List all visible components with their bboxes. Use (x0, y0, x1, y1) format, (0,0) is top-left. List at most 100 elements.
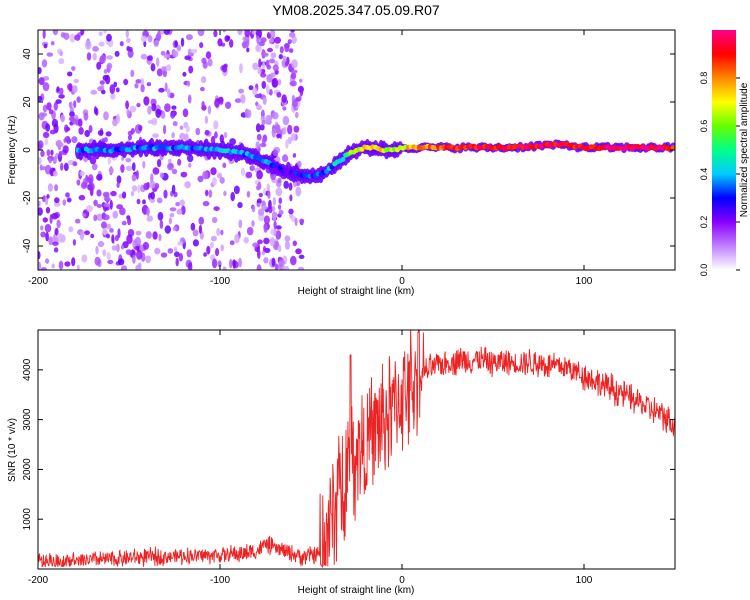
noise-speckle (136, 249, 143, 260)
noise-speckle (49, 129, 57, 135)
noise-speckle (278, 204, 282, 210)
noise-speckle (96, 61, 102, 70)
noise-speckle (116, 182, 120, 189)
noise-speckle (96, 213, 104, 221)
noise-speckle (261, 80, 267, 89)
noise-speckle (218, 96, 224, 106)
noise-speckle (46, 102, 52, 111)
noise-speckle (106, 62, 113, 70)
noise-speckle (109, 199, 113, 210)
noise-speckle (143, 96, 150, 106)
noise-speckle (210, 135, 216, 145)
noise-speckle (104, 197, 111, 202)
noise-speckle (136, 198, 141, 205)
noise-speckle (119, 207, 126, 216)
noise-speckle (220, 229, 224, 236)
noise-speckle (233, 185, 240, 195)
noise-speckle (295, 248, 302, 255)
noise-speckle (116, 175, 122, 184)
noise-speckle (82, 213, 87, 218)
noise-speckle (237, 202, 243, 209)
noise-speckle (258, 208, 265, 216)
noise-speckle (290, 255, 297, 266)
noise-speckle (103, 30, 107, 34)
noise-speckle (267, 33, 272, 39)
noise-speckle (272, 149, 278, 157)
noise-speckle (50, 41, 55, 46)
noise-speckle (38, 200, 41, 207)
noise-speckle (157, 30, 161, 40)
colorbar-ticks: 0.0 0.2 0.4 0.6 0.8 (699, 72, 740, 276)
noise-speckle (121, 265, 128, 270)
noise-speckle (54, 197, 60, 204)
noise-speckle (216, 227, 221, 236)
noise-speckle (52, 156, 57, 165)
noise-speckle (207, 105, 212, 115)
noise-speckle (97, 86, 104, 92)
noise-speckle (143, 40, 147, 48)
noise-speckle (161, 66, 166, 71)
noise-speckle (42, 131, 50, 139)
noise-speckle (41, 59, 48, 68)
snr-marks (38, 330, 675, 569)
noise-speckle (126, 37, 131, 44)
noise-speckle (263, 52, 269, 57)
noise-speckle (284, 241, 291, 250)
noise-speckle (45, 206, 51, 214)
noise-speckle (54, 184, 59, 192)
noise-speckle (48, 236, 53, 246)
noise-speckle (299, 218, 305, 224)
spectrogram-x-label: Height of straight line (km) (298, 286, 415, 297)
noise-speckle (110, 93, 116, 100)
spectrogram-x-ticks: -200 -100 0 100 (28, 30, 593, 287)
noise-speckle (111, 234, 115, 244)
noise-speckle (180, 37, 185, 47)
noise-speckle (76, 264, 80, 270)
noise-speckle (56, 86, 60, 93)
noise-speckle (213, 206, 220, 212)
noise-speckle (238, 219, 243, 229)
noise-speckle (140, 84, 145, 93)
noise-speckle (58, 58, 65, 65)
noise-speckle (167, 88, 171, 98)
noise-speckle (172, 226, 177, 231)
noise-speckle (277, 244, 282, 253)
spectrogram-marks (38, 30, 675, 270)
noise-speckle (215, 248, 220, 257)
x-tick-label: 100 (576, 276, 593, 287)
noise-speckle (206, 245, 211, 255)
noise-speckle (299, 78, 303, 83)
noise-speckle (229, 138, 237, 146)
noise-speckle (78, 194, 86, 201)
noise-speckle (126, 108, 130, 116)
noise-speckle (252, 87, 258, 96)
noise-speckle (278, 260, 286, 266)
noise-speckle (204, 129, 210, 136)
noise-speckle (74, 34, 81, 41)
noise-speckle (146, 207, 150, 217)
noise-speckle (46, 149, 51, 157)
noise-speckle (211, 177, 217, 186)
noise-speckle (274, 36, 281, 44)
noise-speckle (138, 124, 143, 132)
noise-speckle (60, 162, 64, 171)
noise-speckle (102, 227, 108, 236)
noise-speckle (102, 191, 110, 198)
noise-speckle (169, 213, 175, 218)
noise-speckle (256, 133, 262, 141)
noise-speckle (195, 127, 201, 136)
noise-speckle (173, 246, 178, 252)
noise-speckle (89, 156, 97, 165)
noise-speckle (128, 46, 133, 52)
noise-speckle (290, 72, 297, 80)
noise-speckle (288, 182, 293, 191)
noise-speckle (93, 214, 98, 222)
noise-speckle (145, 231, 152, 239)
noise-speckle (290, 69, 298, 74)
noise-speckle (112, 118, 118, 127)
noise-speckle (261, 250, 266, 256)
noise-speckle (256, 264, 262, 270)
noise-speckle (282, 154, 289, 163)
noise-speckle (42, 104, 48, 113)
y-tick-label: 40 (22, 48, 33, 60)
